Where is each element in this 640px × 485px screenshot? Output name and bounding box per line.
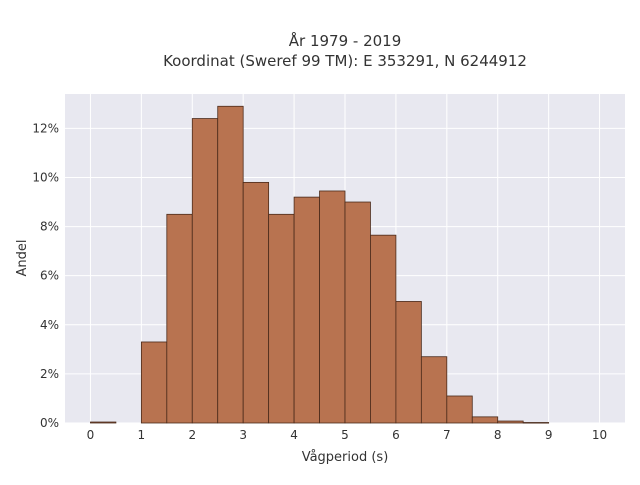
histogram-bar-13 bbox=[420, 356, 448, 424]
y-tick-label: 12% bbox=[32, 121, 59, 135]
x-tick-label: 1 bbox=[138, 428, 146, 442]
x-tick-label: 3 bbox=[239, 428, 247, 442]
y-tick-label: 2% bbox=[40, 367, 59, 381]
histogram-bar-6 bbox=[242, 181, 270, 424]
x-axis-label: Vågperiod (s) bbox=[302, 450, 389, 465]
x-tick-label: 0 bbox=[87, 428, 95, 442]
histogram-bar-15 bbox=[471, 416, 499, 424]
histogram-bar-16 bbox=[497, 420, 524, 424]
chart-title-line-1: År 1979 - 2019 bbox=[289, 31, 402, 50]
x-tick-label: 4 bbox=[290, 428, 298, 442]
x-tick-label: 2 bbox=[188, 428, 196, 442]
y-tick-label: 8% bbox=[40, 220, 59, 234]
bars bbox=[90, 105, 550, 424]
y-axis-ticks: 0% 2% 4% 6% 8% 10% 12% bbox=[32, 121, 59, 430]
histogram-bar-5 bbox=[217, 105, 244, 424]
histogram-bar-17 bbox=[522, 422, 550, 424]
x-tick-label: 8 bbox=[494, 428, 502, 442]
x-tick-label: 10 bbox=[592, 428, 607, 442]
histogram-bar-0 bbox=[90, 421, 117, 424]
histogram-bar-9 bbox=[319, 190, 346, 424]
chart-title-line-2: Koordinat (Sweref 99 TM): E 353291, N 62… bbox=[163, 52, 527, 70]
y-tick-label: 6% bbox=[40, 269, 59, 283]
x-tick-label: 5 bbox=[341, 428, 349, 442]
histogram-bar-4 bbox=[191, 118, 219, 424]
x-tick-label: 7 bbox=[443, 428, 451, 442]
histogram-bar-7 bbox=[268, 213, 295, 424]
histogram-bar-12 bbox=[395, 301, 422, 424]
y-tick-label: 10% bbox=[32, 170, 59, 184]
x-tick-label: 9 bbox=[545, 428, 553, 442]
x-tick-label: 6 bbox=[392, 428, 400, 442]
y-tick-label: 0% bbox=[40, 416, 59, 430]
histogram-bar-8 bbox=[293, 196, 320, 424]
histogram-bar-3 bbox=[166, 213, 193, 424]
histogram-bar-14 bbox=[446, 395, 473, 424]
histogram-bar-11 bbox=[370, 234, 397, 424]
y-axis-label: Andel bbox=[15, 240, 30, 277]
histogram-bar-10 bbox=[344, 201, 371, 424]
histogram-bar-2 bbox=[140, 341, 168, 424]
x-axis-ticks: 0 1 2 3 4 5 6 7 8 9 10 bbox=[87, 428, 608, 442]
y-tick-label: 4% bbox=[40, 318, 59, 332]
